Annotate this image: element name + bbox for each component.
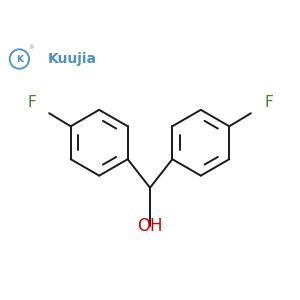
Text: ®: ®: [28, 45, 34, 50]
Text: K: K: [16, 55, 23, 64]
Text: OH: OH: [137, 218, 163, 236]
Text: Kuujia: Kuujia: [47, 52, 96, 66]
Text: F: F: [27, 95, 36, 110]
Text: F: F: [264, 95, 273, 110]
